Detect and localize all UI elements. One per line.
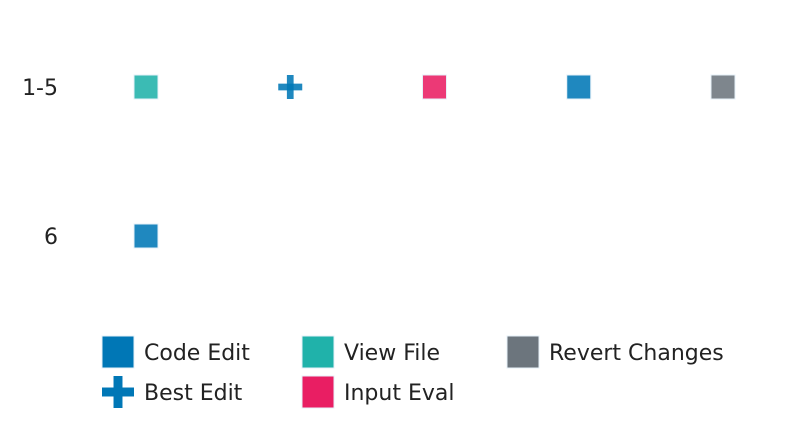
marker-1-5-step-3-input-eval — [422, 74, 447, 100]
legend-item-revert-changes: Revert Changes — [506, 335, 724, 369]
marker-1-5-step-1-view-file — [133, 74, 159, 100]
marker-1-5-step-2-best-edit-v — [286, 75, 294, 99]
legend-swatch-revert-changes — [506, 335, 540, 369]
legend-label-view-file: View File — [344, 341, 440, 366]
legend-item-input-eval: Input Eval — [301, 375, 454, 409]
legend-item-best-edit: Best Edit — [102, 376, 243, 408]
marker-1-5-step-4-code-edit — [566, 74, 592, 100]
plot-markers — [133, 74, 736, 249]
legend-label-input-eval: Input Eval — [344, 381, 454, 406]
marker-6-step-1-code-edit — [133, 223, 159, 249]
legend-label-best-edit: Best Edit — [144, 381, 243, 406]
legend-swatch-view-file — [301, 335, 335, 369]
legend-swatch-code-edit — [101, 335, 135, 369]
y-tick-label-6: 6 — [44, 225, 58, 250]
legend-label-revert-changes: Revert Changes — [549, 341, 724, 366]
legend-label-code-edit: Code Edit — [144, 341, 250, 366]
y-axis-tick-labels: 1-5 6 — [22, 76, 58, 250]
legend: Code Edit View File Revert Changes Best Edi… — [101, 335, 724, 409]
legend-swatch-input-eval — [301, 375, 335, 409]
marker-1-5-step-5-revert-changes — [710, 74, 736, 100]
legend-swatch-best-edit-v — [113, 376, 123, 408]
legend-item-code-edit: Code Edit — [101, 335, 250, 369]
y-tick-label-1-5: 1-5 — [22, 76, 58, 101]
marker-1-5-step-2-best-edit — [278, 75, 303, 99]
legend-item-view-file: View File — [301, 335, 440, 369]
legend-swatch-best-edit — [102, 376, 134, 408]
